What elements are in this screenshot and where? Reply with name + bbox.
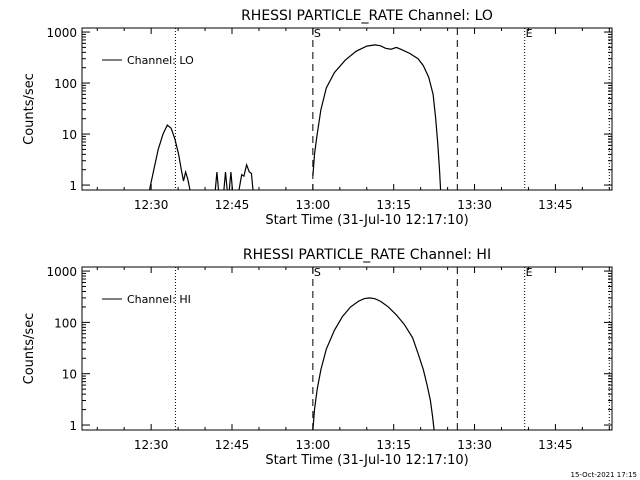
- x-tick-label: 13:45: [538, 198, 573, 212]
- chart-panel-2: RHESSI PARTICLE_RATE Channel: HI 12:30 12:…: [22, 247, 613, 468]
- series-line-segment: [312, 44, 442, 191]
- x-tick-label: 12:30: [134, 198, 169, 212]
- marker-label: E: [526, 266, 533, 279]
- series-line-segment: [214, 171, 220, 191]
- footer-timestamp: 15-Oct-2021 17:15: [570, 471, 637, 479]
- legend-label: Channel: HI: [127, 293, 191, 306]
- x-tick-label: 13:15: [376, 438, 411, 452]
- chart-panel-1: RHESSI PARTICLE_RATE Channel: LO 12:30 12:…: [22, 8, 613, 228]
- x-tick-label: 13:00: [296, 438, 331, 452]
- plot-frame: [81, 27, 613, 191]
- x-tick-label: 13:30: [457, 438, 492, 452]
- x-tick-label: 13:00: [296, 198, 331, 212]
- x-tick-label: 12:45: [215, 198, 250, 212]
- chart-canvas: RHESSI PARTICLE_RATE Channel: LO 12:30 12:…: [22, 8, 613, 468]
- x-tick-label: 13:45: [538, 438, 573, 452]
- chart-title: RHESSI PARTICLE_RATE Channel: LO: [241, 8, 493, 24]
- y-axis-label: Counts/sec: [22, 73, 37, 145]
- legend-label: Channel: LO: [127, 54, 194, 67]
- series-line-segment: [312, 297, 435, 431]
- y-tick-label: 10: [62, 368, 77, 382]
- y-tick-label: 1000: [46, 265, 77, 279]
- y-tick-label: 1: [69, 179, 77, 193]
- y-tick-label: 100: [54, 316, 77, 330]
- y-tick-label: 1: [69, 419, 77, 433]
- x-tick-label: 13:15: [376, 198, 411, 212]
- x-axis-label: Start Time (31-Jul-10 12:17:10): [265, 213, 468, 228]
- plot-frame: [81, 266, 613, 431]
- x-axis-label: Start Time (31-Jul-10 12:17:10): [265, 453, 468, 468]
- series-line-segment: [148, 124, 191, 191]
- series-line-segment: [223, 171, 228, 191]
- series-line-segment: [238, 162, 254, 191]
- y-axis-label: Counts/sec: [22, 313, 37, 385]
- y-tick-label: 10: [62, 128, 77, 142]
- y-tick-label: 100: [54, 77, 77, 91]
- x-tick-label: 12:30: [134, 438, 169, 452]
- marker-label: S: [314, 27, 321, 40]
- marker-label: E: [526, 27, 533, 40]
- y-tick-label: 1000: [46, 26, 77, 40]
- chart-title: RHESSI PARTICLE_RATE Channel: HI: [243, 247, 491, 263]
- x-tick-label: 12:45: [215, 438, 250, 452]
- x-tick-label: 13:30: [457, 198, 492, 212]
- series-line-segment: [228, 171, 234, 191]
- marker-label: S: [314, 266, 321, 279]
